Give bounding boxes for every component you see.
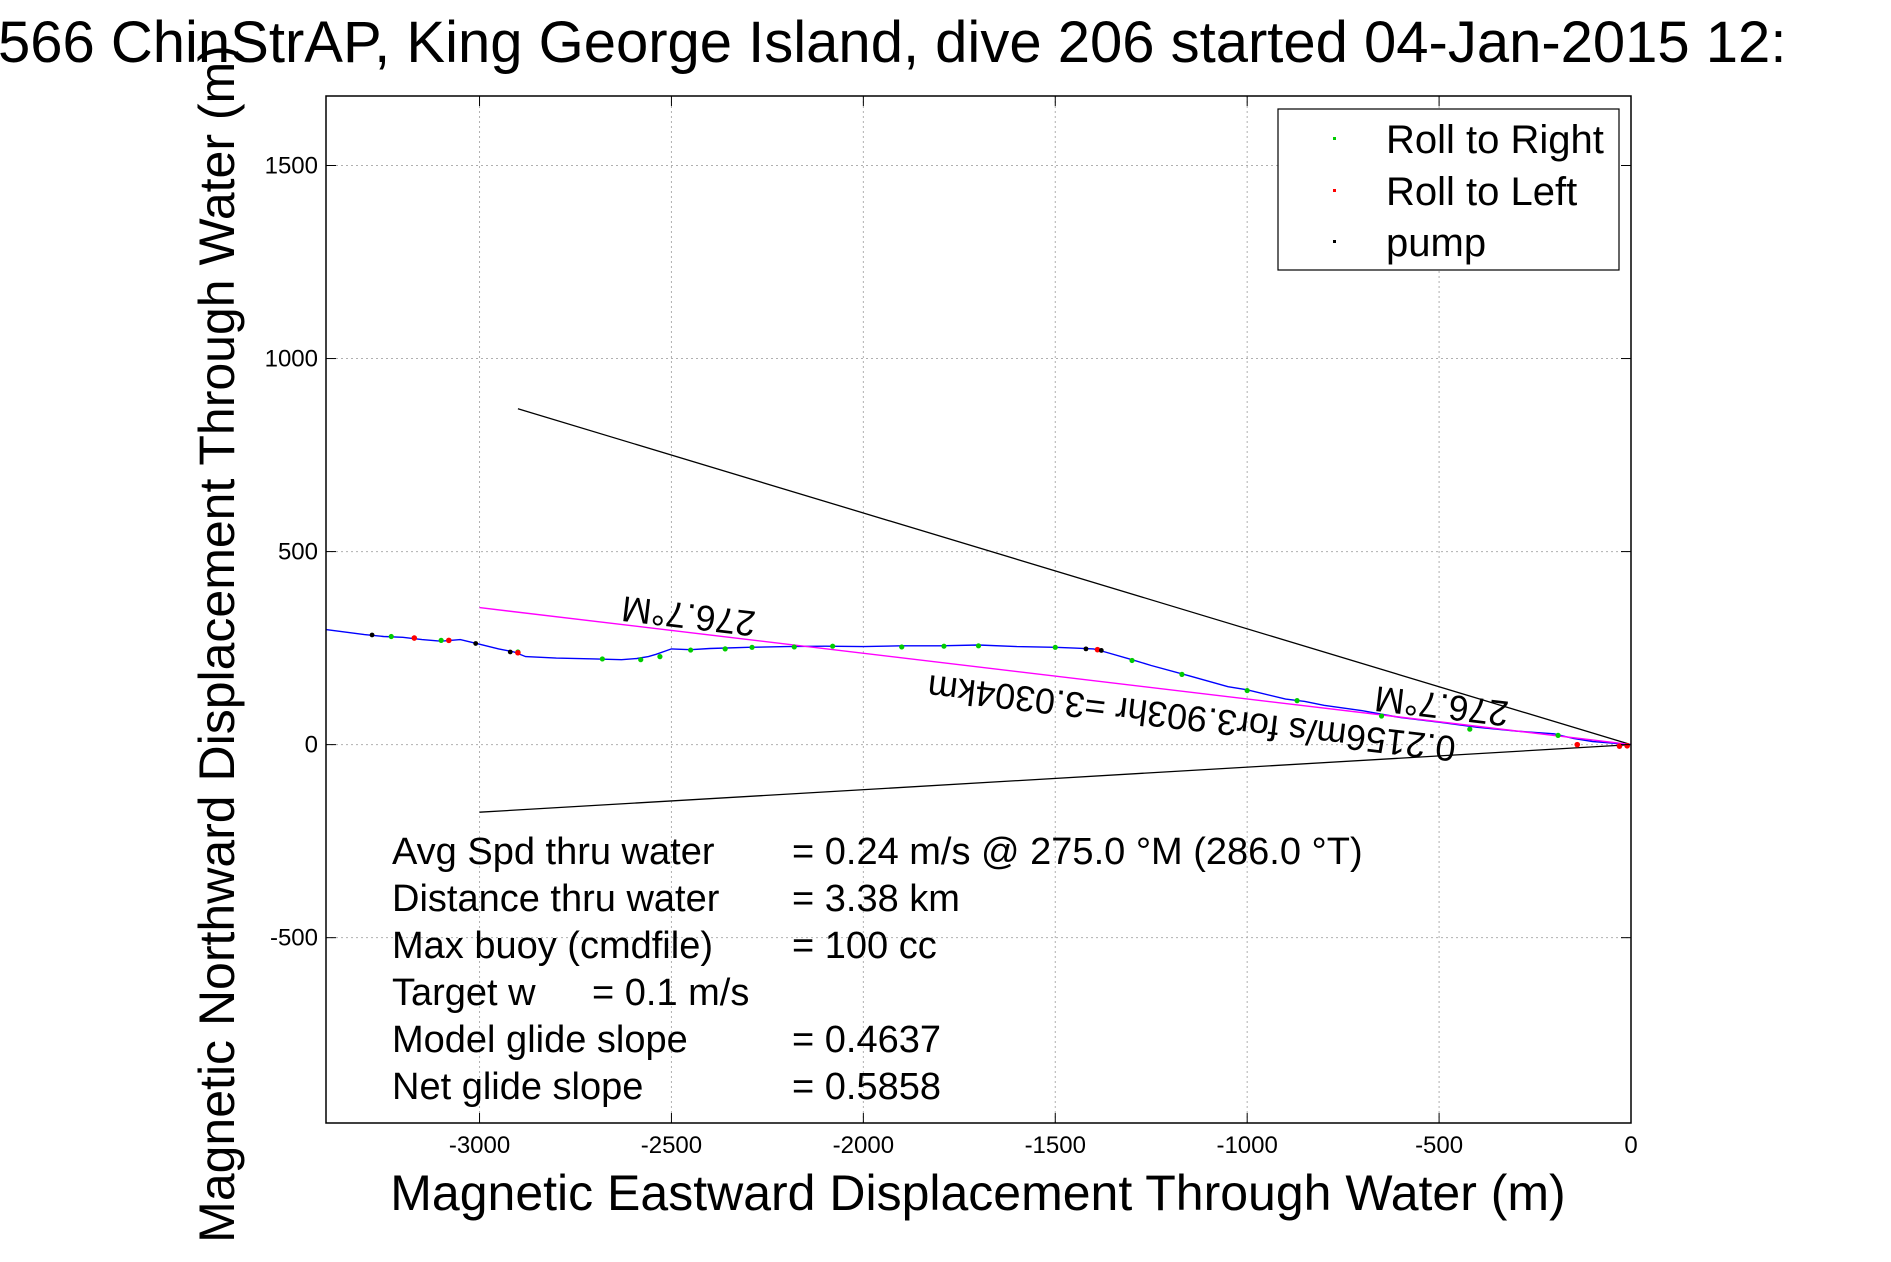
- x-axis-label: Magnetic Eastward Displacement Through W…: [390, 1165, 1565, 1221]
- x-tick-label: -2000: [833, 1132, 894, 1159]
- roll-points: [369, 632, 1630, 749]
- legend-label-pump: pump: [1386, 221, 1486, 265]
- pump-point: [507, 649, 513, 655]
- stat-label: Avg Spd thru water: [392, 831, 715, 873]
- x-tick-label: -1500: [1025, 1132, 1086, 1159]
- roll-right-point: [599, 656, 605, 662]
- roll-right-point: [438, 637, 444, 643]
- roll-right-point: [1467, 726, 1473, 732]
- reference-lines: [479, 408, 1632, 813]
- stat-value: = 3.38 km: [792, 878, 960, 920]
- roll-right-point: [899, 644, 905, 650]
- plot-frame: [325, 95, 1632, 1124]
- stat-value: = 0.24 m/s @ 275.0 °M (286.0 °T): [792, 831, 1363, 873]
- roll-left-point: [515, 649, 521, 656]
- roll-left-point: [411, 635, 418, 641]
- pump-point: [369, 632, 375, 638]
- legend-label-roll-right: Roll to Right: [1386, 118, 1604, 162]
- legend-marker-roll-right: [1333, 137, 1336, 140]
- roll-right-point: [1294, 698, 1300, 704]
- pump-point: [473, 641, 479, 646]
- stat-value: = 100 cc: [792, 925, 937, 967]
- roll-right-point: [722, 646, 728, 652]
- legend-marker-roll-left: [1333, 189, 1336, 192]
- roll-right-point: [688, 647, 694, 653]
- y-tick-label: 0: [305, 732, 318, 759]
- roll-left-point: [1574, 741, 1581, 748]
- x-tick-label: -2500: [641, 1132, 702, 1159]
- x-axis-ticks: -3000 -2500 -2000 -1500 -1000 -500 0: [449, 96, 1638, 1159]
- roll-left-point: [1094, 646, 1101, 653]
- roll-right-point: [1378, 713, 1385, 719]
- stat-label: Model glide slope: [392, 1019, 688, 1061]
- x-tick-label: -500: [1415, 1132, 1463, 1159]
- pump-point: [1083, 646, 1089, 652]
- y-tick-label: -500: [270, 925, 318, 952]
- stat-value: = 0.1 m/s: [592, 972, 749, 1014]
- legend: Roll to Right Roll to Left pump: [1277, 108, 1620, 271]
- roll-right-point: [1555, 732, 1561, 738]
- stats-block: Avg Spd thru water = 0.24 m/s @ 275.0 °M…: [392, 831, 1363, 1108]
- roll-right-point: [975, 643, 982, 649]
- stat-value: = 0.4637: [792, 1019, 941, 1061]
- roll-right-point: [791, 644, 797, 650]
- roll-right-point: [830, 643, 836, 649]
- chart-title: 566 ChinStrAP, King George Island, dive …: [0, 10, 1786, 75]
- stat-value: = 0.5858: [792, 1066, 941, 1108]
- series-lines: [325, 606, 1632, 746]
- roll-left-point: [1624, 742, 1630, 749]
- series-line: [479, 606, 1632, 746]
- roll-left-point: [1616, 743, 1623, 749]
- roll-right-point: [1179, 671, 1185, 677]
- roll-right-point: [1129, 657, 1135, 664]
- reference-line: [479, 743, 1632, 813]
- y-axis-label: Magnetic Northward Displacement Through …: [189, 45, 245, 1243]
- stat-label: Net glide slope: [392, 1066, 643, 1108]
- roll-right-point: [1244, 687, 1250, 694]
- y-axis-ticks: -500 0 500 1000 1500: [265, 152, 1631, 952]
- y-tick-label: 1500: [265, 152, 318, 179]
- stat-label: Distance thru water: [392, 878, 720, 920]
- x-tick-label: 0: [1624, 1132, 1637, 1159]
- stat-label: Target w: [392, 972, 536, 1014]
- pump-point: [1098, 648, 1104, 653]
- legend-marker-pump: [1333, 240, 1336, 243]
- y-tick-label: 1000: [265, 346, 318, 373]
- stat-label: Max buoy (cmdfile): [392, 925, 713, 967]
- roll-right-point: [941, 643, 947, 649]
- roll-right-point: [749, 644, 755, 650]
- y-tick-label: 500: [278, 539, 318, 566]
- roll-left-point: [446, 637, 452, 644]
- roll-right-point: [388, 633, 394, 640]
- roll-right-point: [657, 654, 663, 660]
- x-tick-label: -3000: [449, 1132, 510, 1159]
- roll-right-point: [638, 657, 644, 663]
- legend-label-roll-left: Roll to Left: [1386, 170, 1577, 214]
- x-tick-label: -1000: [1216, 1132, 1277, 1159]
- roll-right-point: [1052, 644, 1058, 650]
- reference-line: [517, 408, 1632, 746]
